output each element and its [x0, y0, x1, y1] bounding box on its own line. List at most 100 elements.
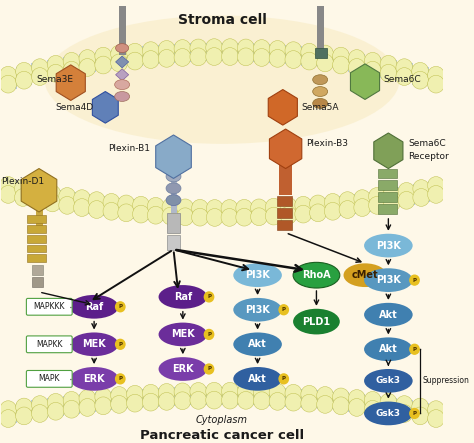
Circle shape: [158, 50, 175, 67]
Bar: [253, 387, 270, 405]
Text: Plexin-D1: Plexin-D1: [0, 177, 44, 186]
Bar: [378, 180, 397, 190]
Text: Plexin-B3: Plexin-B3: [306, 140, 348, 148]
Circle shape: [0, 75, 17, 93]
Bar: [79, 54, 96, 72]
Circle shape: [88, 201, 105, 218]
Bar: [413, 184, 429, 202]
Text: MAPKK: MAPKK: [36, 340, 63, 349]
Circle shape: [111, 396, 128, 413]
Bar: [383, 190, 400, 207]
Bar: [277, 196, 292, 206]
Bar: [380, 60, 397, 78]
Circle shape: [236, 199, 253, 217]
Ellipse shape: [233, 367, 282, 391]
Ellipse shape: [233, 263, 282, 287]
Circle shape: [310, 195, 327, 213]
Circle shape: [127, 385, 143, 403]
Bar: [380, 398, 397, 416]
Circle shape: [147, 198, 164, 215]
Circle shape: [47, 55, 64, 73]
Bar: [88, 196, 105, 214]
Text: P: P: [282, 377, 286, 381]
Circle shape: [410, 344, 419, 354]
Text: Sema4D: Sema4D: [55, 103, 93, 112]
Bar: [301, 48, 318, 66]
Ellipse shape: [166, 195, 181, 206]
Circle shape: [190, 48, 207, 66]
Circle shape: [118, 204, 135, 222]
Circle shape: [73, 198, 91, 217]
Bar: [279, 161, 292, 195]
Bar: [95, 52, 112, 70]
Circle shape: [95, 47, 112, 65]
Bar: [333, 392, 349, 410]
Text: P: P: [118, 342, 122, 347]
Circle shape: [295, 196, 311, 214]
Bar: [59, 192, 75, 210]
Bar: [265, 203, 282, 221]
Ellipse shape: [233, 298, 282, 322]
Circle shape: [118, 195, 135, 213]
Ellipse shape: [159, 357, 207, 381]
FancyBboxPatch shape: [27, 299, 72, 315]
Circle shape: [206, 209, 223, 226]
Bar: [277, 208, 292, 218]
Circle shape: [59, 196, 75, 214]
Circle shape: [398, 191, 415, 209]
Bar: [29, 187, 46, 205]
Text: Gsk3: Gsk3: [376, 377, 401, 385]
Bar: [27, 225, 46, 233]
Bar: [27, 254, 46, 262]
Ellipse shape: [364, 303, 413, 326]
Bar: [295, 201, 311, 218]
Circle shape: [206, 382, 223, 400]
Circle shape: [369, 196, 385, 214]
Circle shape: [317, 396, 334, 413]
FancyBboxPatch shape: [27, 336, 72, 353]
Text: P: P: [207, 366, 211, 372]
Circle shape: [174, 49, 191, 66]
Circle shape: [317, 387, 334, 404]
Text: P: P: [118, 304, 122, 309]
Circle shape: [428, 177, 445, 194]
Circle shape: [142, 51, 159, 68]
Bar: [147, 202, 164, 220]
Text: Sema6C: Sema6C: [408, 140, 446, 148]
Bar: [95, 392, 112, 410]
Ellipse shape: [344, 263, 386, 287]
Circle shape: [31, 404, 48, 422]
Circle shape: [206, 39, 223, 57]
Circle shape: [177, 199, 193, 217]
Ellipse shape: [116, 44, 128, 53]
Circle shape: [412, 62, 428, 80]
Circle shape: [29, 183, 46, 200]
Circle shape: [116, 339, 125, 349]
Circle shape: [73, 190, 91, 207]
Circle shape: [63, 61, 80, 79]
Polygon shape: [21, 168, 57, 212]
Text: P: P: [207, 332, 211, 337]
Text: Akt: Akt: [379, 310, 398, 320]
Bar: [285, 389, 302, 407]
Circle shape: [310, 204, 327, 222]
Circle shape: [190, 392, 207, 409]
Bar: [36, 193, 43, 233]
Circle shape: [339, 192, 356, 210]
Circle shape: [333, 397, 349, 415]
Bar: [118, 199, 135, 217]
Circle shape: [396, 404, 413, 422]
Circle shape: [364, 392, 381, 409]
Polygon shape: [268, 89, 297, 125]
Bar: [253, 44, 270, 62]
Text: ERK: ERK: [172, 364, 194, 374]
Bar: [167, 213, 180, 233]
Ellipse shape: [70, 367, 118, 391]
Bar: [27, 235, 46, 243]
Circle shape: [285, 385, 302, 402]
Bar: [158, 388, 175, 406]
Circle shape: [364, 400, 381, 418]
Bar: [277, 220, 292, 230]
Ellipse shape: [364, 268, 413, 292]
Circle shape: [285, 51, 302, 68]
